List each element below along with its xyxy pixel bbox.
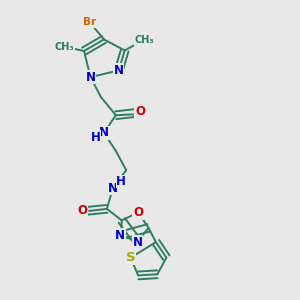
Text: O: O [135,105,145,118]
Text: N: N [85,71,96,84]
Text: H: H [116,175,126,188]
Text: N: N [99,126,109,139]
Text: H: H [91,131,100,144]
Text: Br: Br [83,17,96,27]
Text: N: N [115,229,125,242]
Text: N: N [114,64,124,77]
Text: CH₃: CH₃ [134,35,154,45]
Text: N: N [108,182,118,194]
Text: O: O [133,206,143,219]
Text: S: S [126,251,136,264]
Text: N: N [133,236,142,249]
Text: O: O [77,204,88,218]
Text: CH₃: CH₃ [55,42,74,52]
